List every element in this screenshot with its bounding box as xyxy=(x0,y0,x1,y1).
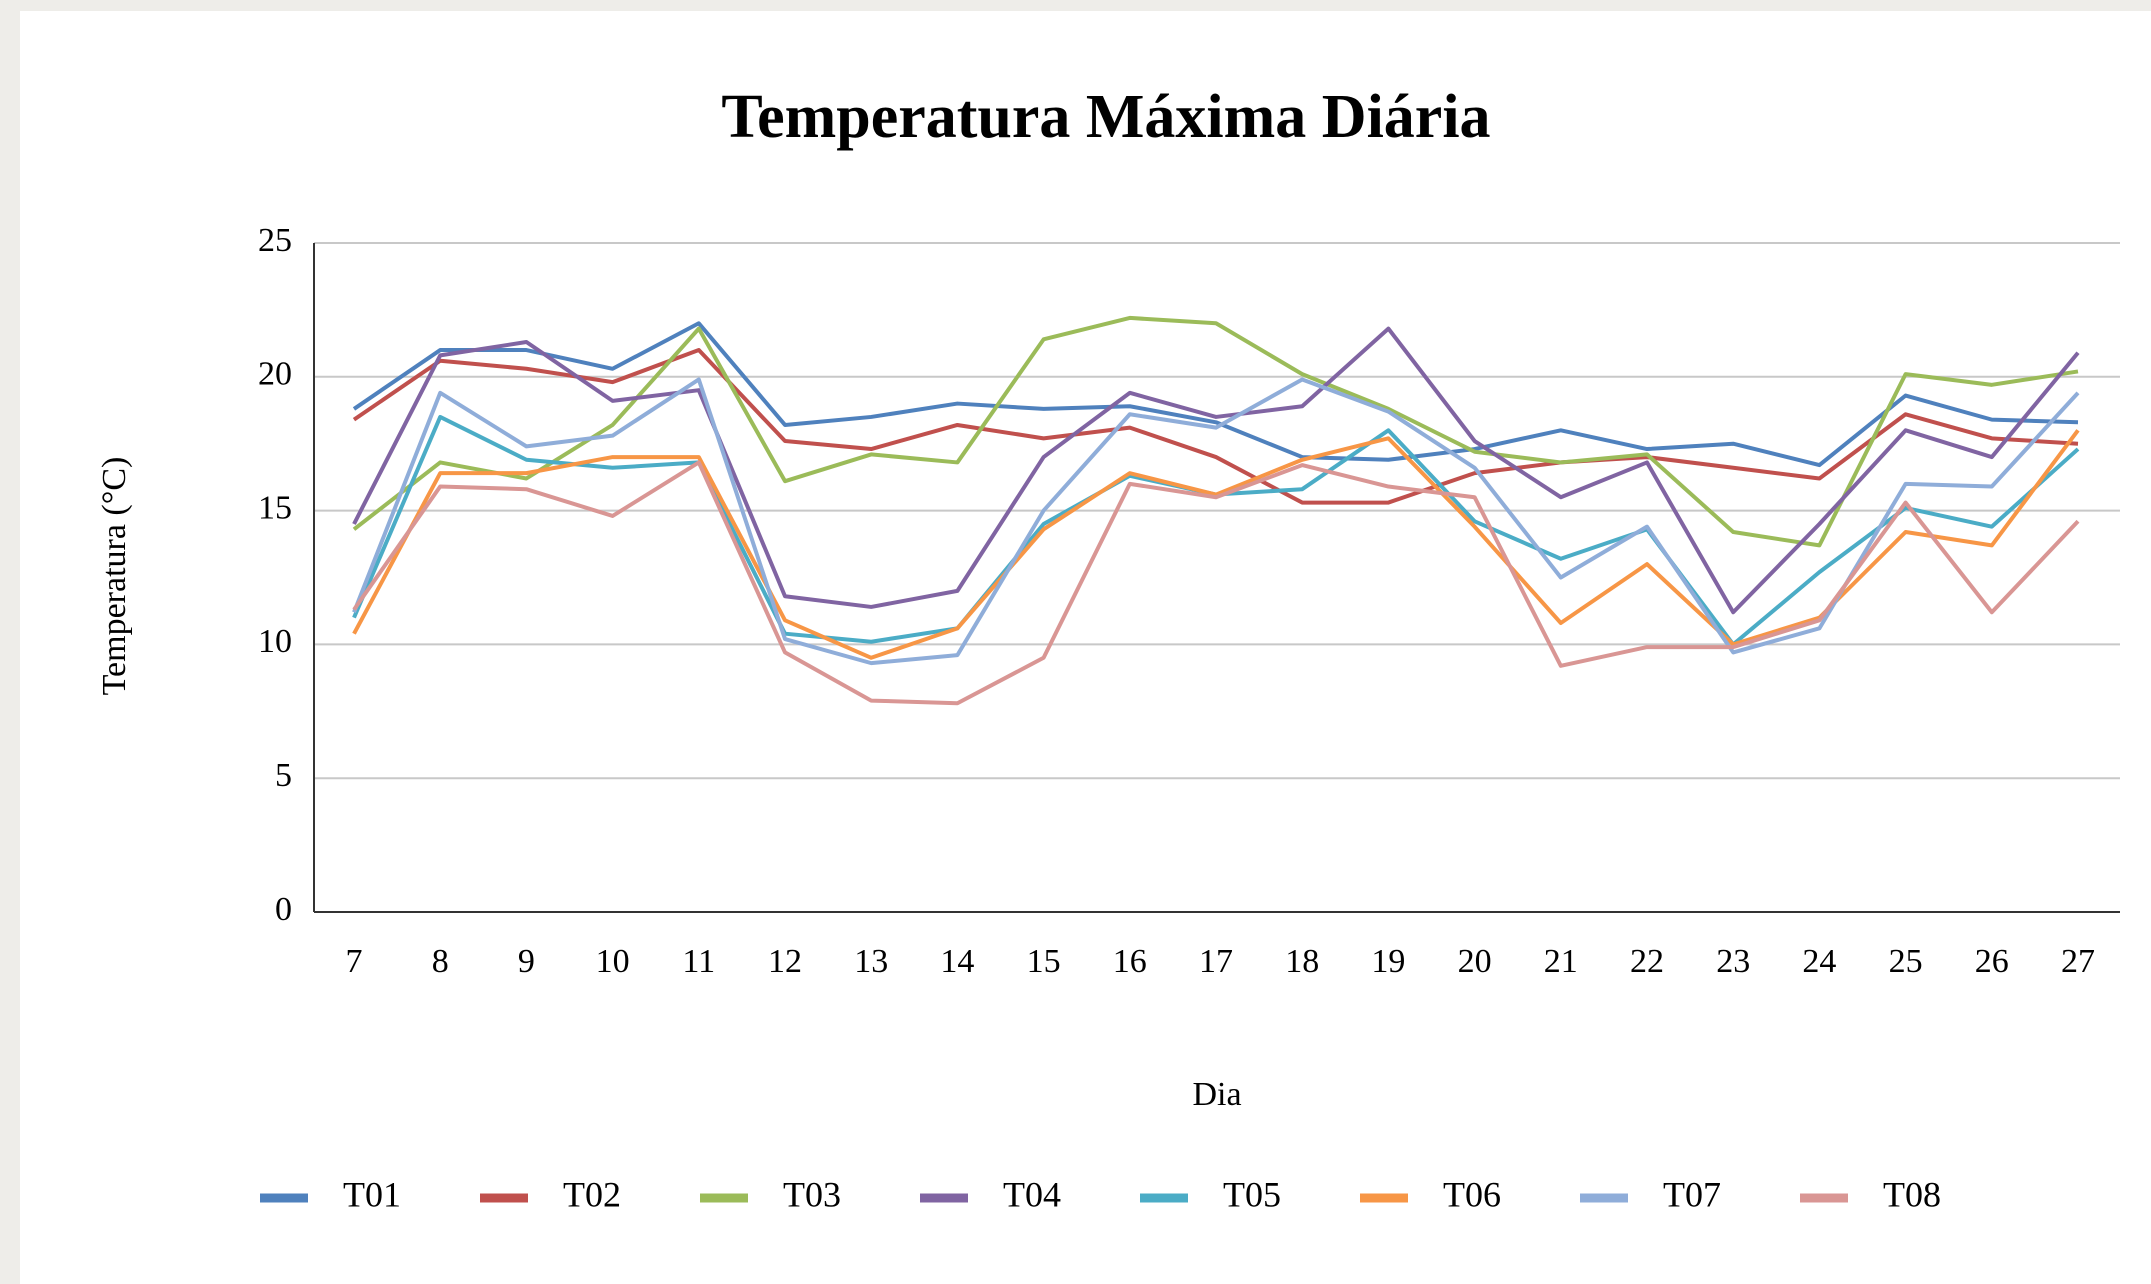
x-tick-label: 10 xyxy=(596,943,630,980)
series-line xyxy=(352,326,2080,615)
y-tick-label: 25 xyxy=(258,222,292,259)
x-tick-label: 11 xyxy=(682,943,715,980)
x-tick-label: 8 xyxy=(432,943,449,980)
x-tick-label: 17 xyxy=(1199,943,1233,980)
x-tick-label: 19 xyxy=(1371,943,1405,980)
x-axis-label: Dia xyxy=(1192,1076,1241,1113)
series-line xyxy=(352,321,2079,468)
series-line xyxy=(352,348,2079,505)
x-tick-label: 24 xyxy=(1802,943,1836,980)
x-tick-label: 27 xyxy=(2061,943,2095,980)
legend-label: T06 xyxy=(1443,1174,1501,1214)
x-tick-label: 13 xyxy=(854,943,888,980)
x-tick-label: 20 xyxy=(1458,943,1492,980)
y-tick-label: 5 xyxy=(275,757,292,794)
x-tick-label: 16 xyxy=(1113,943,1147,980)
series-line xyxy=(352,377,2080,666)
x-tick-label: 14 xyxy=(940,943,974,980)
x-tick-label: 22 xyxy=(1630,943,1664,980)
x-tick-label: 18 xyxy=(1285,943,1319,980)
y-tick-label: 0 xyxy=(275,891,292,928)
legend-label: T01 xyxy=(343,1174,401,1214)
x-tick-label: 26 xyxy=(1975,943,2009,980)
y-axis-label: Temperatura (°C) xyxy=(96,457,133,696)
legend-label: T08 xyxy=(1883,1174,1941,1214)
x-tick-label: 15 xyxy=(1027,943,1061,980)
y-tick-label: 10 xyxy=(258,623,292,660)
legend-label: T07 xyxy=(1663,1174,1721,1214)
x-tick-label: 9 xyxy=(518,943,535,980)
series-line xyxy=(352,315,2079,548)
legend-label: T02 xyxy=(563,1174,621,1214)
legend-label: T04 xyxy=(1003,1174,1061,1214)
x-tick-label: 23 xyxy=(1716,943,1750,980)
y-tick-label: 15 xyxy=(258,489,292,526)
x-tick-label: 12 xyxy=(768,943,802,980)
series-line xyxy=(352,460,2080,706)
legend-label: T05 xyxy=(1223,1174,1281,1214)
series-line xyxy=(352,429,2080,660)
chart-background xyxy=(20,11,2151,1284)
x-tick-label: 7 xyxy=(346,943,363,980)
y-tick-label: 20 xyxy=(258,356,292,393)
x-tick-label: 25 xyxy=(1889,943,1923,980)
x-tick-label: 21 xyxy=(1544,943,1578,980)
chart-title: Temperatura Máxima Diária xyxy=(721,83,1490,151)
legend-label: T03 xyxy=(783,1174,841,1214)
